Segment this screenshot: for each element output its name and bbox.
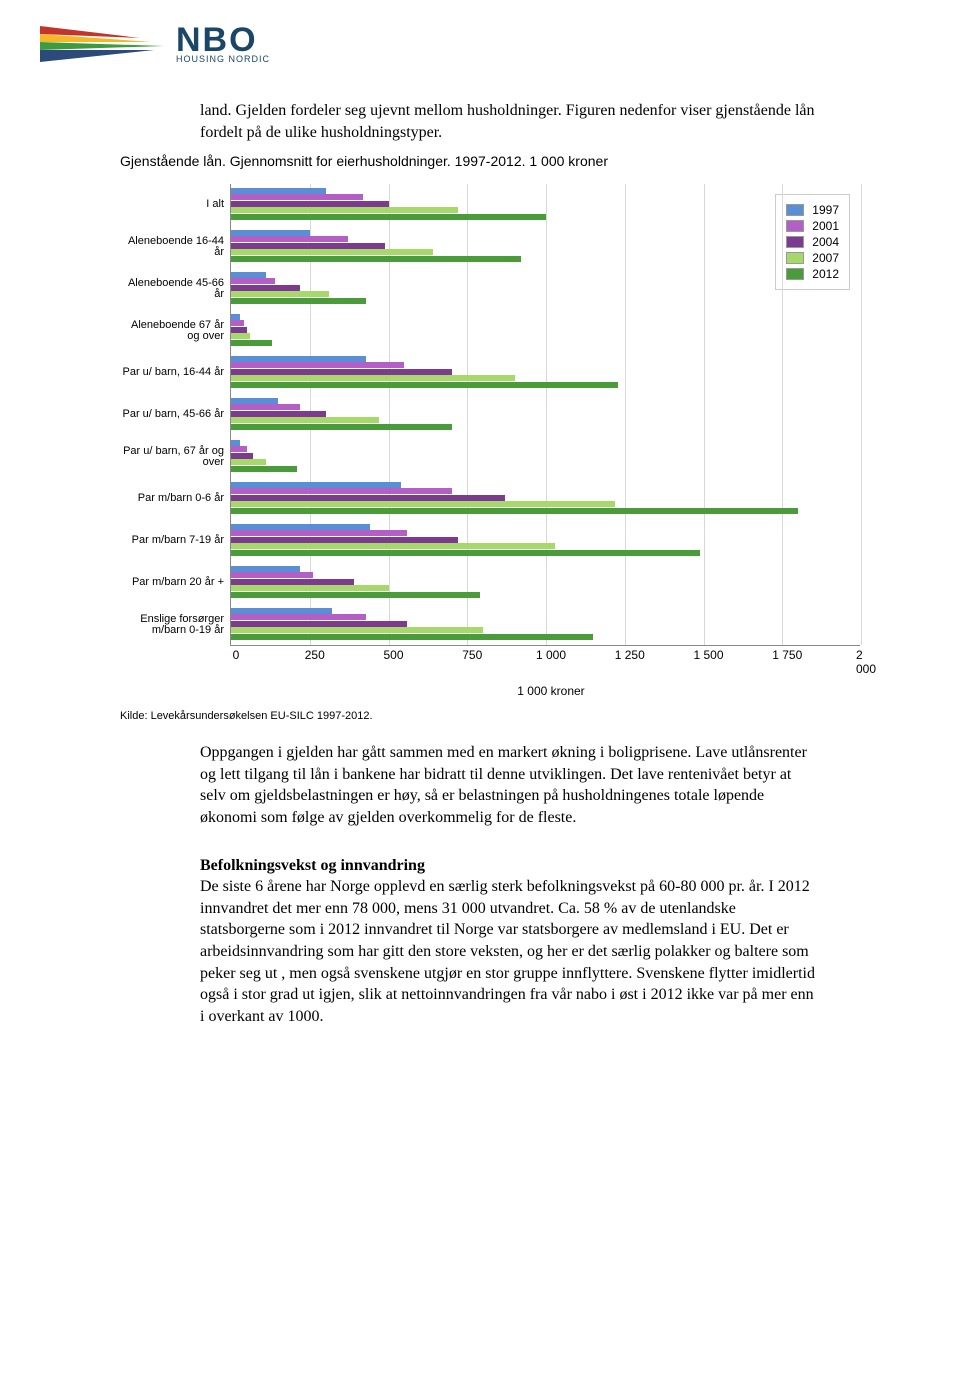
chart-bar <box>231 375 515 381</box>
chart-bar <box>231 440 240 446</box>
chart-x-labels: 02505007501 0001 2501 5001 7502 000 <box>236 648 866 664</box>
chart-x-tick: 2 000 <box>856 648 876 676</box>
chart-bar <box>231 214 546 220</box>
section-block: Befolkningsvekst og innvandring De siste… <box>200 855 820 1028</box>
chart-bar <box>231 314 240 320</box>
chart-bar <box>231 446 247 452</box>
logo-main: NBO <box>176 26 270 55</box>
chart-bar <box>231 362 404 368</box>
chart-category-label: Par m/barn 7-19 år <box>120 520 224 562</box>
chart-x-axis-title: 1 000 kroner <box>236 684 866 698</box>
chart-bar <box>231 501 615 507</box>
chart-bar <box>231 333 250 339</box>
chart-plot: 19972001200420072012 <box>230 184 860 646</box>
chart-bar <box>231 608 332 614</box>
chart-bar <box>231 543 555 549</box>
intro-paragraph: land. Gjelden fordeler seg ujevnt mellom… <box>200 100 820 143</box>
chart-category-label: Par m/barn 0-6 år <box>120 478 224 520</box>
chart-bar <box>231 230 310 236</box>
chart-category-label: Par u/ barn, 16-44 år <box>120 352 224 394</box>
chart-bar <box>231 585 389 591</box>
chart-bar <box>231 285 300 291</box>
chart-bar <box>231 369 452 375</box>
chart-title: Gjenstående lån. Gjennomsnitt for eierhu… <box>120 153 920 169</box>
chart-bar <box>231 272 266 278</box>
chart-bar <box>231 495 505 501</box>
chart-bar <box>231 530 407 536</box>
logo-sub: HOUSING NORDIC <box>176 54 270 64</box>
chart-bar <box>231 327 247 333</box>
chart-x-tick: 250 <box>305 648 325 662</box>
chart-bar <box>231 592 480 598</box>
chart-bar <box>231 298 366 304</box>
chart-bar <box>231 404 300 410</box>
chart-bar <box>231 398 278 404</box>
chart-x-tick: 1 250 <box>615 648 645 662</box>
para2-text: Oppgangen i gjelden har gått sammen med … <box>200 742 820 828</box>
chart-x-tick: 500 <box>383 648 403 662</box>
chart-bar <box>231 634 593 640</box>
chart-bar <box>231 488 452 494</box>
chart-bar <box>231 356 366 362</box>
intro-text: land. Gjelden fordeler seg ujevnt mellom… <box>200 100 820 143</box>
chart-y-labels: I altAleneboende 16-44 årAleneboende 45-… <box>120 184 230 646</box>
logo-stripes <box>40 20 170 70</box>
chart-bar <box>231 524 370 530</box>
chart-bar <box>231 537 458 543</box>
chart-bar <box>231 417 379 423</box>
chart-bar <box>231 411 326 417</box>
chart-bar <box>231 340 272 346</box>
page-number: – 4 <box>40 1057 960 1071</box>
chart-bar <box>231 459 266 465</box>
chart-x-tick: 1 750 <box>772 648 802 662</box>
chart-bar <box>231 482 401 488</box>
chart-bar <box>231 320 244 326</box>
chart-category-label: Aleneboende 16-44 år <box>120 226 224 268</box>
chart-bar <box>231 508 798 514</box>
chart: Gjenstående lån. Gjennomsnitt for eierhu… <box>120 153 920 722</box>
paragraph-2: Oppgangen i gjelden har gått sammen med … <box>200 742 820 828</box>
chart-bar <box>231 278 275 284</box>
logo: NBO HOUSING NORDIC <box>40 20 920 70</box>
chart-bar <box>231 201 389 207</box>
chart-bar <box>231 207 458 213</box>
chart-x-tick: 1 500 <box>693 648 723 662</box>
chart-category-label: Par u/ barn, 45-66 år <box>120 394 224 436</box>
para3-text: De siste 6 årene har Norge opplevd en sæ… <box>200 878 815 1025</box>
chart-bar <box>231 627 483 633</box>
logo-text: NBO HOUSING NORDIC <box>176 26 270 65</box>
chart-bar <box>231 614 366 620</box>
chart-bar <box>231 256 521 262</box>
chart-bar <box>231 194 363 200</box>
chart-bar <box>231 236 348 242</box>
chart-x-tick: 0 <box>233 648 240 662</box>
chart-bar <box>231 382 618 388</box>
chart-bar <box>231 466 297 472</box>
chart-bar <box>231 550 700 556</box>
chart-bar <box>231 424 452 430</box>
chart-bar <box>231 453 253 459</box>
chart-x-tick: 750 <box>462 648 482 662</box>
chart-bar <box>231 291 329 297</box>
chart-category-label: Par m/barn 20 år + <box>120 562 224 604</box>
chart-x-tick: 1 000 <box>536 648 566 662</box>
chart-bar <box>231 249 433 255</box>
section-heading: Befolkningsvekst og innvandring <box>200 857 425 874</box>
chart-bar <box>231 243 385 249</box>
chart-bar <box>231 566 300 572</box>
chart-bar <box>231 188 326 194</box>
chart-category-label: I alt <box>120 184 224 226</box>
chart-bar <box>231 621 407 627</box>
chart-category-label: Par u/ barn, 67 år og over <box>120 436 224 478</box>
chart-bar <box>231 579 354 585</box>
chart-category-label: Aleneboende 45-66 år <box>120 268 224 310</box>
chart-category-label: Aleneboende 67 år og over <box>120 310 224 352</box>
chart-bar <box>231 572 313 578</box>
chart-category-label: Enslige forsørger m/barn 0-19 år <box>120 604 224 646</box>
chart-source: Kilde: Levekårsundersøkelsen EU-SILC 199… <box>120 710 920 722</box>
